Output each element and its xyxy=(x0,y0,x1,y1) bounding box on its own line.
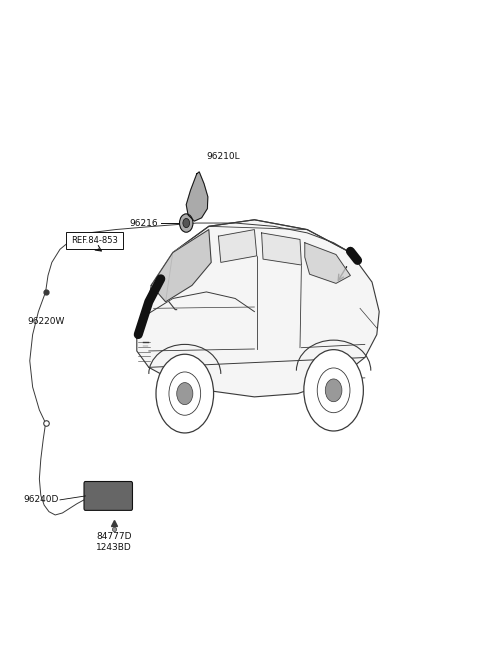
Polygon shape xyxy=(151,230,211,302)
Circle shape xyxy=(177,382,193,405)
FancyBboxPatch shape xyxy=(66,232,123,249)
Circle shape xyxy=(304,350,363,431)
Polygon shape xyxy=(305,243,350,283)
Polygon shape xyxy=(186,172,208,221)
Text: 96240D: 96240D xyxy=(23,495,59,504)
Text: 96216: 96216 xyxy=(130,218,158,228)
Text: REF.84-853: REF.84-853 xyxy=(71,236,118,245)
FancyBboxPatch shape xyxy=(84,482,132,510)
Text: 1243BD: 1243BD xyxy=(96,543,132,552)
Circle shape xyxy=(325,379,342,401)
Text: 96220W: 96220W xyxy=(28,317,65,326)
Polygon shape xyxy=(262,233,301,265)
Circle shape xyxy=(156,354,214,433)
Circle shape xyxy=(183,218,190,228)
Text: 96210L: 96210L xyxy=(206,152,240,161)
Polygon shape xyxy=(218,230,257,262)
Text: 84777D: 84777D xyxy=(96,532,132,541)
Circle shape xyxy=(180,214,193,232)
Polygon shape xyxy=(137,220,379,397)
